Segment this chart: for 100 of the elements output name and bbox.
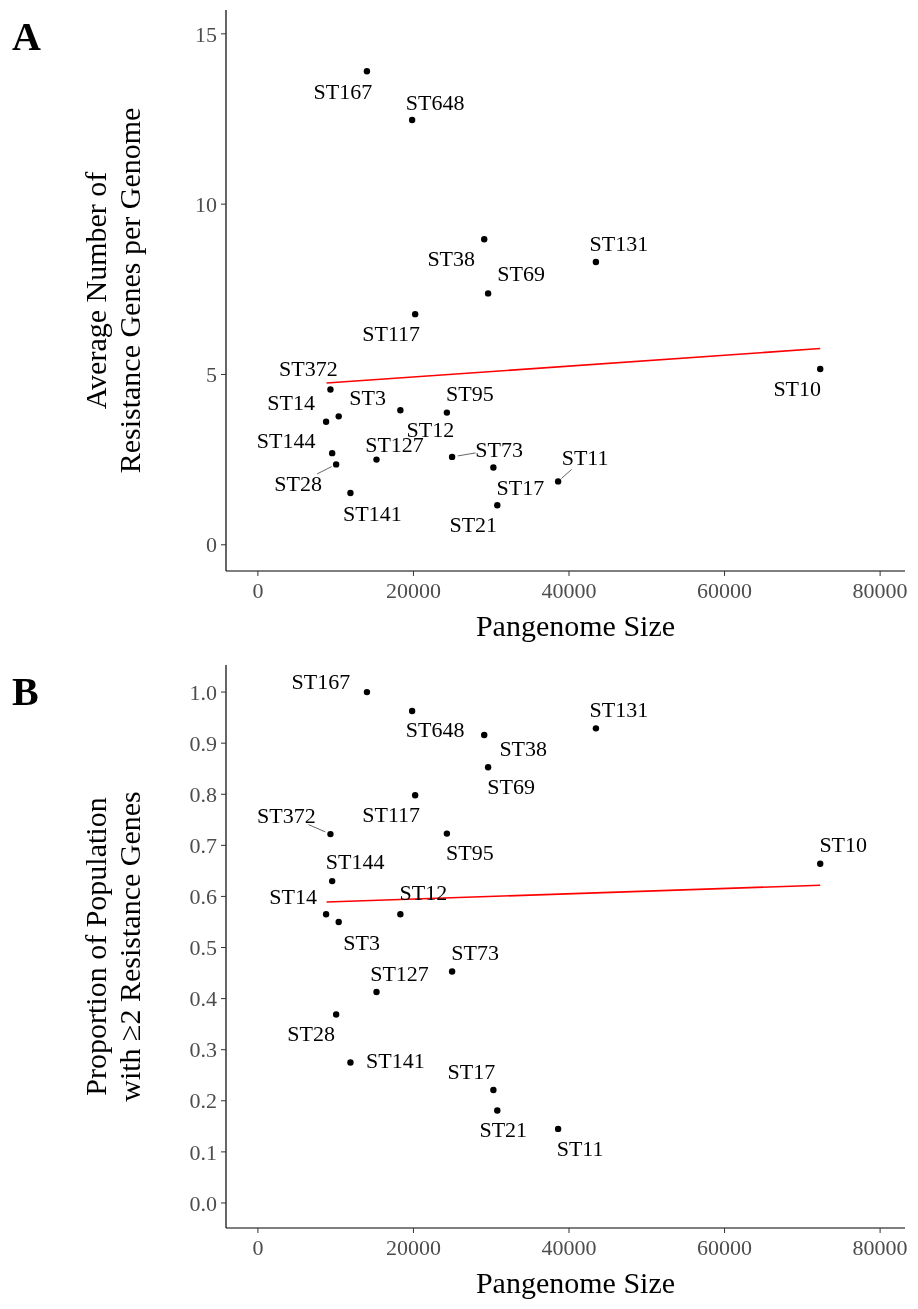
point [373,456,380,463]
point [322,911,330,918]
annotation: ST127 [370,960,429,986]
y-tick-label: 0.3 [189,1037,217,1063]
point [397,407,404,414]
point [490,464,497,471]
point [347,1059,354,1066]
point [335,413,342,420]
annotation: ST144 [256,427,316,453]
annotation: ST3 [343,929,381,955]
annotation: ST95 [446,381,494,407]
point [481,731,488,739]
y-tick-label: 0.9 [189,730,217,756]
annotation: ST73 [475,436,523,462]
annotation: ST14 [269,884,317,910]
annotation: ST38 [499,735,548,761]
annotation: ST648 [405,89,465,115]
point [408,707,416,715]
text: B [12,669,39,714]
y-tick-label: 0.7 [189,833,217,859]
annotation: ST117 [362,801,421,827]
point [328,449,336,457]
point [373,988,380,996]
y-axis-title: Average Number of Resistance Genes per Genome [79,107,146,474]
annotation: ST28 [287,1021,335,1047]
point [328,877,336,885]
annotation: ST3 [349,385,387,411]
point [490,1086,497,1094]
point [332,461,340,468]
point [347,489,354,497]
point [443,830,451,837]
point [327,386,334,393]
x-tick-label: 0 [252,578,264,603]
y-tick-label: 0.2 [189,1088,217,1114]
point [484,290,492,297]
x-tick-label: 40000 [541,578,597,603]
annotation: ST167 [291,668,351,694]
y-tick-label: 1.0 [189,679,217,705]
annotation: ST144 [325,848,385,874]
annotation: ST17 [496,475,545,501]
point [481,236,488,243]
x-tick-label: 0 [252,1235,264,1260]
annotation: ST73 [451,940,499,966]
x-tick-label: 60000 [697,1235,753,1260]
annotation: ST95 [446,840,494,866]
annotation: ST21 [479,1117,528,1143]
point [411,310,419,318]
x-tick-label: 20000 [385,578,441,603]
annotation: ST69 [497,261,545,287]
x-axis-title: Pangenome Size [475,1266,676,1299]
point [332,1011,340,1018]
annotation: ST11 [556,1135,604,1161]
point [448,968,456,975]
point [494,502,501,509]
x-tick-label: 20000 [385,1235,441,1260]
y-tick-label: 0.4 [189,986,217,1012]
y-tick-label: 15 [195,21,217,47]
point [443,409,451,416]
y-tick-label: 0 [206,532,217,558]
point [554,1125,562,1133]
point [327,830,334,838]
x-tick-label: 60000 [697,578,753,603]
x-axis-title: Pangenome Size [475,609,676,642]
point [411,792,419,799]
annotation: ST69 [487,773,535,799]
point [817,365,824,373]
annotation: ST131 [589,230,649,256]
point [554,478,562,485]
point [397,911,404,918]
point [494,1107,501,1114]
y-tick-label: 0.5 [189,935,217,961]
y-tick-label: 0.6 [189,884,217,910]
point [335,918,342,926]
annotation: ST10 [773,375,822,401]
x-tick-label: 80000 [852,1235,908,1260]
annotation: ST167 [313,79,373,105]
y-tick-label: 0.0 [189,1190,217,1216]
point [408,116,416,124]
y-tick-label: 0.1 [189,1139,217,1165]
text: A [12,14,41,59]
x-tick-label: 80000 [852,578,908,603]
point [448,453,456,461]
y-tick-label: 10 [195,191,217,217]
y-axis-title: Proportion of Population with ≥2 Resistance Genes [79,791,146,1102]
point [592,725,600,732]
point [322,418,330,426]
annotation: ST141 [366,1048,425,1074]
point [592,258,600,266]
annotation: ST11 [561,445,609,471]
y-tick-label: 0.8 [189,781,217,807]
annotation: ST141 [343,500,402,526]
annotation: ST372 [257,802,316,828]
annotation: ST648 [405,716,465,742]
annotation: ST117 [362,320,421,346]
annotation: ST21 [449,511,498,537]
annotation: ST17 [447,1058,496,1084]
annotation: ST38 [427,245,476,271]
point [363,68,371,75]
x-tick-label: 40000 [541,1235,597,1260]
annotation: ST28 [274,471,322,497]
